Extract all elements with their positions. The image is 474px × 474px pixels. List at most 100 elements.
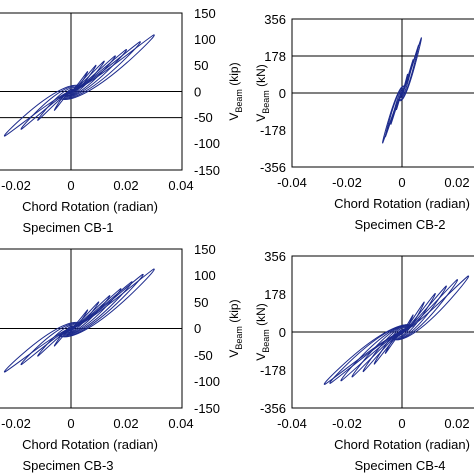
y-axis-label-symbol: V	[254, 353, 268, 361]
y-tick-label: -100	[194, 374, 220, 389]
y-axis-label-symbol: V	[227, 113, 241, 121]
x-tick-label: 0.04	[168, 178, 193, 193]
x-tick-label: 0.02	[113, 416, 138, 431]
hysteresis-loop-negative	[3, 84, 82, 137]
hysteresis-loop-positive	[64, 55, 116, 97]
panel-3: -0.02 0 0.02 0.04 150 100 50 0 -50 -100 -150 Chord …	[0, 242, 244, 473]
y-tick-label: -356	[260, 401, 286, 416]
y-axis-label-unit: (kN)	[254, 64, 268, 90]
y-tick-label: 150	[194, 242, 216, 257]
hysteresis-loop-positive	[395, 285, 447, 339]
y-axis-label-symbol: V	[227, 350, 241, 358]
hysteresis-loop-positive	[58, 268, 155, 338]
hysteresis-loop-positive	[67, 64, 97, 96]
hysteresis-loop-positive	[60, 273, 144, 337]
hysteresis-loop-negative	[390, 88, 405, 125]
y-axis-label: VBeam (kip)	[227, 62, 244, 120]
hysteresis-loop-positive	[65, 60, 105, 97]
hysteresis-loop-positive	[66, 301, 100, 333]
x-tick-label: 0	[67, 416, 74, 431]
hysteresis-loop-positive	[400, 73, 409, 97]
x-axis-label: Chord Rotation (radian)	[22, 437, 158, 452]
x-tick-label: -0.04	[277, 175, 307, 190]
y-tick-label: 50	[194, 58, 208, 73]
x-axis-label: Chord Rotation (radian)	[22, 199, 158, 214]
x-tick-label: 0	[67, 178, 74, 193]
y-tick-label: 178	[264, 287, 286, 302]
y-axis-label-symbol: V	[254, 114, 268, 122]
hysteresis-loop-positive	[391, 275, 470, 341]
hysteresis-loop-negative	[37, 324, 77, 357]
hysteresis-loop-positive	[396, 293, 436, 338]
x-tick-label: 0	[398, 175, 405, 190]
hysteresis-loop-positive	[58, 34, 155, 100]
x-tick-label: 0.04	[168, 416, 193, 431]
panel-1: -0.02 0 0.02 0.04 150 100 50 0 -50 -100 -150 Chord …	[0, 6, 244, 235]
y-axis-label-unit: (kip)	[227, 62, 241, 89]
y-axis-label-subscript: Beam	[261, 329, 271, 353]
y-tick-label: -50	[194, 110, 213, 125]
y-axis-label-subscript: Beam	[234, 326, 244, 350]
hysteresis-loop-positive	[60, 41, 141, 99]
panel-2: -0.04 -0.02 0 0.02 356 178 0 -178 -356 Chord Rota…	[254, 12, 474, 232]
hysteresis-loop-negative	[323, 324, 414, 385]
y-tick-label: -356	[260, 160, 286, 175]
hysteresis-loop-negative	[37, 86, 77, 121]
panel-4: -0.04 -0.02 0 0.02 356 178 0 -178 -356 Chord Rota…	[254, 249, 474, 473]
x-tick-label: -0.02	[1, 416, 31, 431]
hysteresis-loop-negative	[382, 85, 406, 144]
x-tick-label: 0.02	[444, 416, 469, 431]
y-tick-label: 0	[279, 325, 286, 340]
hysteresis-loop-positive	[62, 49, 127, 98]
hysteresis-loop-negative	[3, 321, 82, 373]
x-axis-label: Chord Rotation (radian)	[334, 196, 470, 211]
hysteresis-loop-positive	[398, 37, 422, 102]
y-tick-label: 0	[194, 85, 201, 100]
hysteresis-loop-negative	[20, 322, 79, 366]
y-axis-label-subscript: Beam	[261, 90, 271, 114]
specimen-caption: Specimen CB-2	[354, 217, 445, 232]
x-tick-label: 0.02	[113, 178, 138, 193]
y-tick-label: 0	[194, 321, 201, 336]
hysteresis-loop-positive	[393, 279, 458, 340]
x-tick-label: -0.02	[1, 178, 31, 193]
y-axis-label: VBeam (kN)	[254, 64, 271, 122]
y-tick-label: -178	[260, 123, 286, 138]
y-tick-label: 150	[194, 6, 216, 21]
x-tick-label: 0.02	[444, 175, 469, 190]
y-axis-label-unit: (kN)	[254, 303, 268, 329]
y-tick-label: 356	[264, 249, 286, 264]
specimen-caption: Specimen CB-3	[22, 458, 113, 473]
hysteresis-loop-positive	[64, 295, 111, 334]
x-tick-label: -0.02	[332, 416, 362, 431]
y-tick-label: 0	[279, 86, 286, 101]
y-tick-label: 50	[194, 295, 208, 310]
y-tick-label: 356	[264, 12, 286, 27]
y-axis-label-subscript: Beam	[234, 89, 244, 113]
y-tick-label: 100	[194, 32, 216, 47]
hysteresis-loop-positive	[63, 288, 122, 335]
y-axis-label: VBeam (kip)	[227, 299, 244, 357]
x-tick-label: -0.02	[332, 175, 362, 190]
y-tick-label: -178	[260, 363, 286, 378]
hysteresis-loop-negative	[373, 327, 407, 365]
y-axis-label-unit: (kip)	[227, 299, 241, 326]
hysteresis-loop-positive	[398, 301, 425, 337]
specimen-caption: Specimen CB-1	[22, 220, 113, 235]
y-tick-label: -100	[194, 136, 220, 151]
x-tick-label: 0	[398, 416, 405, 431]
x-axis-label: Chord Rotation (radian)	[334, 437, 470, 452]
y-tick-label: -150	[194, 163, 220, 178]
x-tick-label: -0.04	[277, 416, 307, 431]
y-tick-label: 100	[194, 268, 216, 283]
specimen-caption: Specimen CB-4	[354, 458, 445, 473]
hysteresis-loop-negative	[340, 324, 412, 382]
y-tick-label: -150	[194, 401, 220, 416]
y-tick-label: 178	[264, 49, 286, 64]
hysteresis-loop-negative	[329, 324, 413, 384]
hysteresis-loop-negative	[20, 85, 79, 130]
y-tick-label: -50	[194, 348, 213, 363]
hysteresis-loop-negative	[362, 325, 409, 373]
hysteresis-loop-negative	[351, 325, 410, 378]
